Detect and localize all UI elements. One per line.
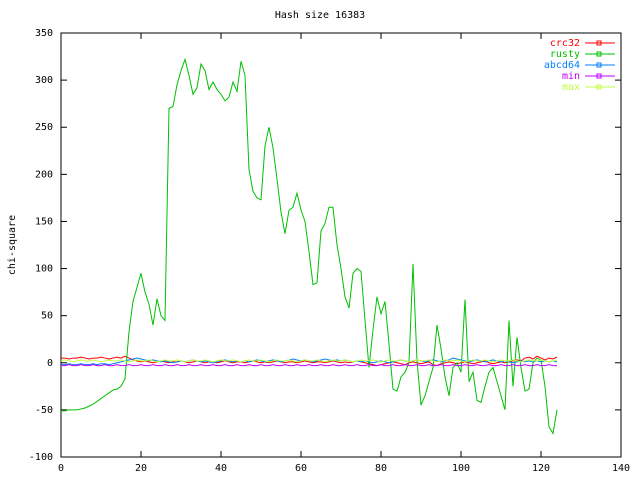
x-tick-label: 40 bbox=[215, 463, 227, 474]
x-tick-label: 140 bbox=[612, 463, 630, 474]
legend-marker bbox=[596, 73, 602, 79]
y-tick-label: 350 bbox=[35, 28, 53, 39]
x-tick-label: 120 bbox=[532, 463, 550, 474]
legend-label: min bbox=[562, 71, 580, 82]
legend-label: abcd64 bbox=[544, 60, 580, 71]
plot-frame bbox=[60, 32, 622, 458]
y-tick-label: 250 bbox=[35, 122, 53, 133]
x-tick-label: 60 bbox=[295, 463, 307, 474]
x-tick-label: 80 bbox=[375, 463, 387, 474]
y-tick-label: -50 bbox=[35, 405, 53, 416]
legend-marker bbox=[596, 51, 602, 57]
legend-marker bbox=[596, 62, 602, 68]
series-line bbox=[61, 57, 558, 435]
y-tick-label: -100 bbox=[29, 452, 53, 463]
legend-marker bbox=[596, 84, 602, 90]
x-tick-label: 0 bbox=[58, 463, 64, 474]
legend-label: rusty bbox=[550, 49, 580, 60]
y-tick-label: 200 bbox=[35, 169, 53, 180]
y-tick-label: 50 bbox=[41, 311, 53, 322]
series-line bbox=[61, 364, 557, 367]
chart-title: Hash size 16383 bbox=[275, 10, 365, 21]
x-tick-label: 20 bbox=[135, 463, 147, 474]
y-tick-label: 0 bbox=[47, 358, 53, 369]
legend-label: crc32 bbox=[550, 38, 580, 49]
legend-marker bbox=[596, 40, 602, 46]
y-tick-label: 100 bbox=[35, 264, 53, 275]
y-tick-label: 150 bbox=[35, 216, 53, 227]
legend-label: max bbox=[562, 82, 580, 93]
series-line bbox=[60, 359, 558, 363]
x-tick-label: 100 bbox=[452, 463, 470, 474]
y-tick-label: 300 bbox=[35, 75, 53, 86]
y-axis-label: chi-square bbox=[7, 215, 18, 275]
